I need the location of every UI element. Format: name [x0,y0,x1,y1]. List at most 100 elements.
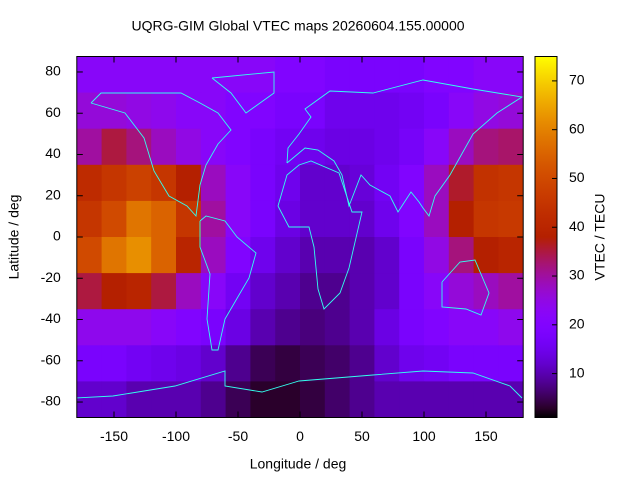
heatmap-cell [250,128,276,166]
heatmap-cell [399,164,425,202]
heatmap-cell [225,345,251,382]
heatmap-cell [473,56,499,94]
heatmap-cell [151,128,177,166]
x-tick-label: 0 [296,428,304,444]
heatmap-cell [126,381,152,418]
heatmap-cell [473,381,499,418]
heatmap-cell [101,309,127,346]
heatmap-cell [275,309,301,346]
colorbar-tick-label: 10 [569,364,585,380]
coastline [277,160,363,310]
heatmap-cell [126,56,152,94]
heatmap-cell [250,309,276,346]
heatmap-cell [399,381,425,418]
colorbar-tick-label: 60 [569,120,585,136]
heatmap-cell [448,273,475,310]
heatmap-cell [324,200,351,238]
heatmap-cell [448,200,475,238]
coastline [286,79,524,217]
heatmap-cell [275,200,301,238]
heatmap-cell [473,345,499,382]
heatmap-cell [275,345,301,382]
heatmap-cell [473,237,499,274]
coastline [211,71,275,114]
heatmap-cell [349,237,375,274]
heatmap-cell [76,92,103,130]
heatmap-cell [176,237,202,274]
heatmap-cell [498,200,524,238]
heatmap-cell [448,128,475,166]
heatmap-cell [101,56,127,94]
heatmap-cell [349,164,375,202]
heatmap-cell [200,345,227,382]
heatmap-cell [399,309,425,346]
heatmap-cell [498,128,524,166]
heatmap-cell [324,345,351,382]
y-tick-label: -20 [41,269,61,285]
heatmap-cell [250,92,276,130]
y-tick-label: 0 [53,228,61,244]
heatmap-cell [498,273,524,310]
heatmap-cell [424,237,450,274]
heatmap-cell [200,164,227,202]
heatmap-cell [151,200,177,238]
heatmap-cell [200,56,227,94]
heatmap-cell [324,164,351,202]
heatmap-cell [225,128,251,166]
heatmap-cell [101,273,127,310]
heatmap-cell [126,345,152,382]
x-tick-label: -100 [162,428,190,444]
heatmap-cell [151,273,177,310]
heatmap-cell [151,381,177,418]
heatmap-cell [349,128,375,166]
heatmap-cell [473,128,499,166]
heatmap-cell [250,56,276,94]
heatmap-cell [399,92,425,130]
heatmap-cell [225,164,251,202]
heatmap-cell [473,309,499,346]
heatmap-cell [324,92,351,130]
heatmap-cell [399,345,425,382]
heatmap-cell [349,56,375,94]
heatmap-cell [349,309,375,346]
heatmap-cell [225,200,251,238]
y-tick-label: 80 [45,63,61,79]
colorbar-tick-label: 70 [569,72,585,88]
heatmap-cell [424,200,450,238]
heatmap-cell [200,381,227,418]
heatmap-cell [76,128,103,166]
heatmap-cell [176,273,202,310]
heatmap-cell [151,345,177,382]
heatmap-cell [176,92,202,130]
heatmap-cell [374,273,400,310]
heatmap-cell [101,128,127,166]
heatmap-cell [200,237,227,274]
heatmap-cell [126,200,152,238]
heatmap-cell [101,237,127,274]
heatmap-cell [498,237,524,274]
heatmap-cell [225,237,251,274]
heatmap-cell [424,164,450,202]
heatmap-cell [225,273,251,310]
x-tick-label: 150 [474,428,498,444]
heatmap-cell [250,345,276,382]
heatmap-cell [374,128,400,166]
heatmap-cell [349,381,375,418]
heatmap-cell [324,56,351,94]
heatmap-cell [151,309,177,346]
heatmap-cell [349,200,375,238]
heatmap-cell [374,200,400,238]
heatmap-cell [424,92,450,130]
heatmap-cell [275,56,301,94]
heatmap-cell [200,200,227,238]
heatmap-cell [300,164,326,202]
heatmap-cell [151,164,177,202]
heatmap-cell [275,381,301,418]
heatmap-cell [250,237,276,274]
heatmap-cell [250,164,276,202]
heatmap-cell [101,200,127,238]
heatmap [76,56,524,418]
heatmap-cell [448,92,475,130]
colorbar-label: VTEC / TECU [592,194,608,281]
heatmap-cell [399,128,425,166]
